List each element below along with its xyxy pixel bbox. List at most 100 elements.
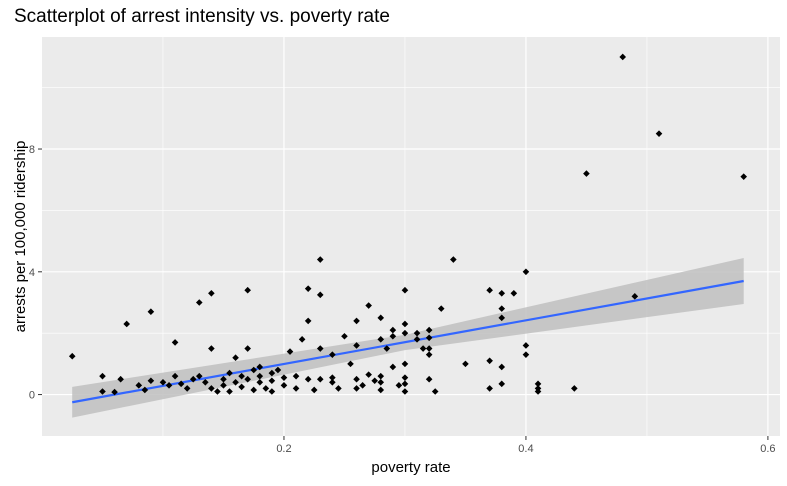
data-point <box>450 256 457 263</box>
data-point <box>329 374 336 381</box>
data-point <box>316 256 324 263</box>
data-point <box>316 291 324 299</box>
chart-title: Scatterplot of arrest intensity vs. pove… <box>14 6 390 27</box>
data-point <box>413 329 421 337</box>
data-point <box>244 375 251 383</box>
data-point <box>365 302 372 309</box>
data-points <box>68 53 748 396</box>
data-point <box>274 366 282 374</box>
data-point <box>498 314 506 322</box>
data-point <box>365 371 372 378</box>
data-point <box>244 345 251 352</box>
data-point <box>389 326 397 334</box>
x-tick-label: 0.4 <box>518 443 533 455</box>
data-point <box>208 385 215 392</box>
data-point <box>268 369 276 377</box>
x-tick-labels: 0.2 0.4 0.6 <box>276 443 775 455</box>
data-point <box>631 293 639 300</box>
data-point <box>316 345 324 352</box>
data-point <box>177 380 185 388</box>
data-point <box>256 372 264 380</box>
data-point <box>486 357 493 365</box>
data-point <box>195 299 203 306</box>
data-point <box>195 372 203 380</box>
data-point <box>208 345 215 352</box>
data-point <box>377 372 385 380</box>
data-point <box>377 314 385 322</box>
y-tick-label: 0 <box>29 390 35 402</box>
data-point <box>419 345 427 352</box>
data-point <box>238 383 245 391</box>
data-point <box>425 334 433 342</box>
data-point <box>171 339 179 346</box>
data-point <box>389 363 397 371</box>
data-point <box>250 386 258 394</box>
data-point <box>111 388 118 396</box>
data-point <box>329 351 336 358</box>
data-point <box>425 375 433 383</box>
plot-panel <box>42 37 780 436</box>
data-point <box>522 268 530 276</box>
data-point <box>498 305 506 312</box>
data-point <box>220 375 227 383</box>
data-point <box>401 360 409 368</box>
data-point <box>280 382 288 389</box>
data-point <box>347 360 354 368</box>
data-point <box>510 289 518 297</box>
data-point <box>68 352 76 360</box>
data-point <box>522 351 530 358</box>
data-point <box>425 326 433 334</box>
minor-gridlines <box>42 37 780 436</box>
data-point <box>401 320 409 328</box>
data-point <box>371 377 379 385</box>
data-point <box>377 386 385 394</box>
data-point <box>401 286 409 294</box>
data-point <box>226 369 233 377</box>
data-point <box>123 320 130 328</box>
data-point <box>99 372 106 380</box>
data-point <box>395 382 403 389</box>
data-point <box>141 386 149 394</box>
data-point <box>401 374 409 381</box>
data-point <box>304 317 312 325</box>
data-point <box>655 130 663 137</box>
data-point <box>238 372 245 380</box>
y-axis-title: arrests per 100,000 ridership <box>12 141 29 333</box>
data-point <box>292 372 300 380</box>
data-point <box>214 388 221 395</box>
data-point <box>316 375 324 383</box>
data-point <box>377 378 385 386</box>
data-point <box>256 363 264 371</box>
data-point <box>498 363 506 371</box>
data-point <box>401 388 409 395</box>
data-point <box>189 375 197 383</box>
x-tick-label: 0.2 <box>276 443 291 455</box>
data-point <box>341 332 348 340</box>
data-point <box>571 385 578 392</box>
data-point <box>268 377 276 385</box>
data-point <box>353 375 360 383</box>
data-point <box>117 375 124 383</box>
data-point <box>401 380 409 388</box>
data-point <box>462 360 469 368</box>
y-tick-label: 4 <box>29 267 35 279</box>
data-point <box>135 382 143 389</box>
trend-line <box>72 279 744 404</box>
data-point <box>165 382 173 389</box>
data-point <box>431 388 439 395</box>
data-point <box>353 385 360 392</box>
data-point <box>262 385 270 392</box>
data-point <box>534 380 542 388</box>
data-point <box>383 345 391 352</box>
x-axis-title: poverty rate <box>371 459 450 476</box>
data-point <box>286 348 294 355</box>
data-point <box>298 336 306 343</box>
data-point <box>329 378 336 386</box>
x-tick-label: 0.6 <box>760 443 775 455</box>
data-point <box>437 305 445 312</box>
data-point <box>232 378 239 386</box>
data-point <box>147 308 155 315</box>
data-point <box>171 372 179 380</box>
data-point <box>292 385 300 392</box>
